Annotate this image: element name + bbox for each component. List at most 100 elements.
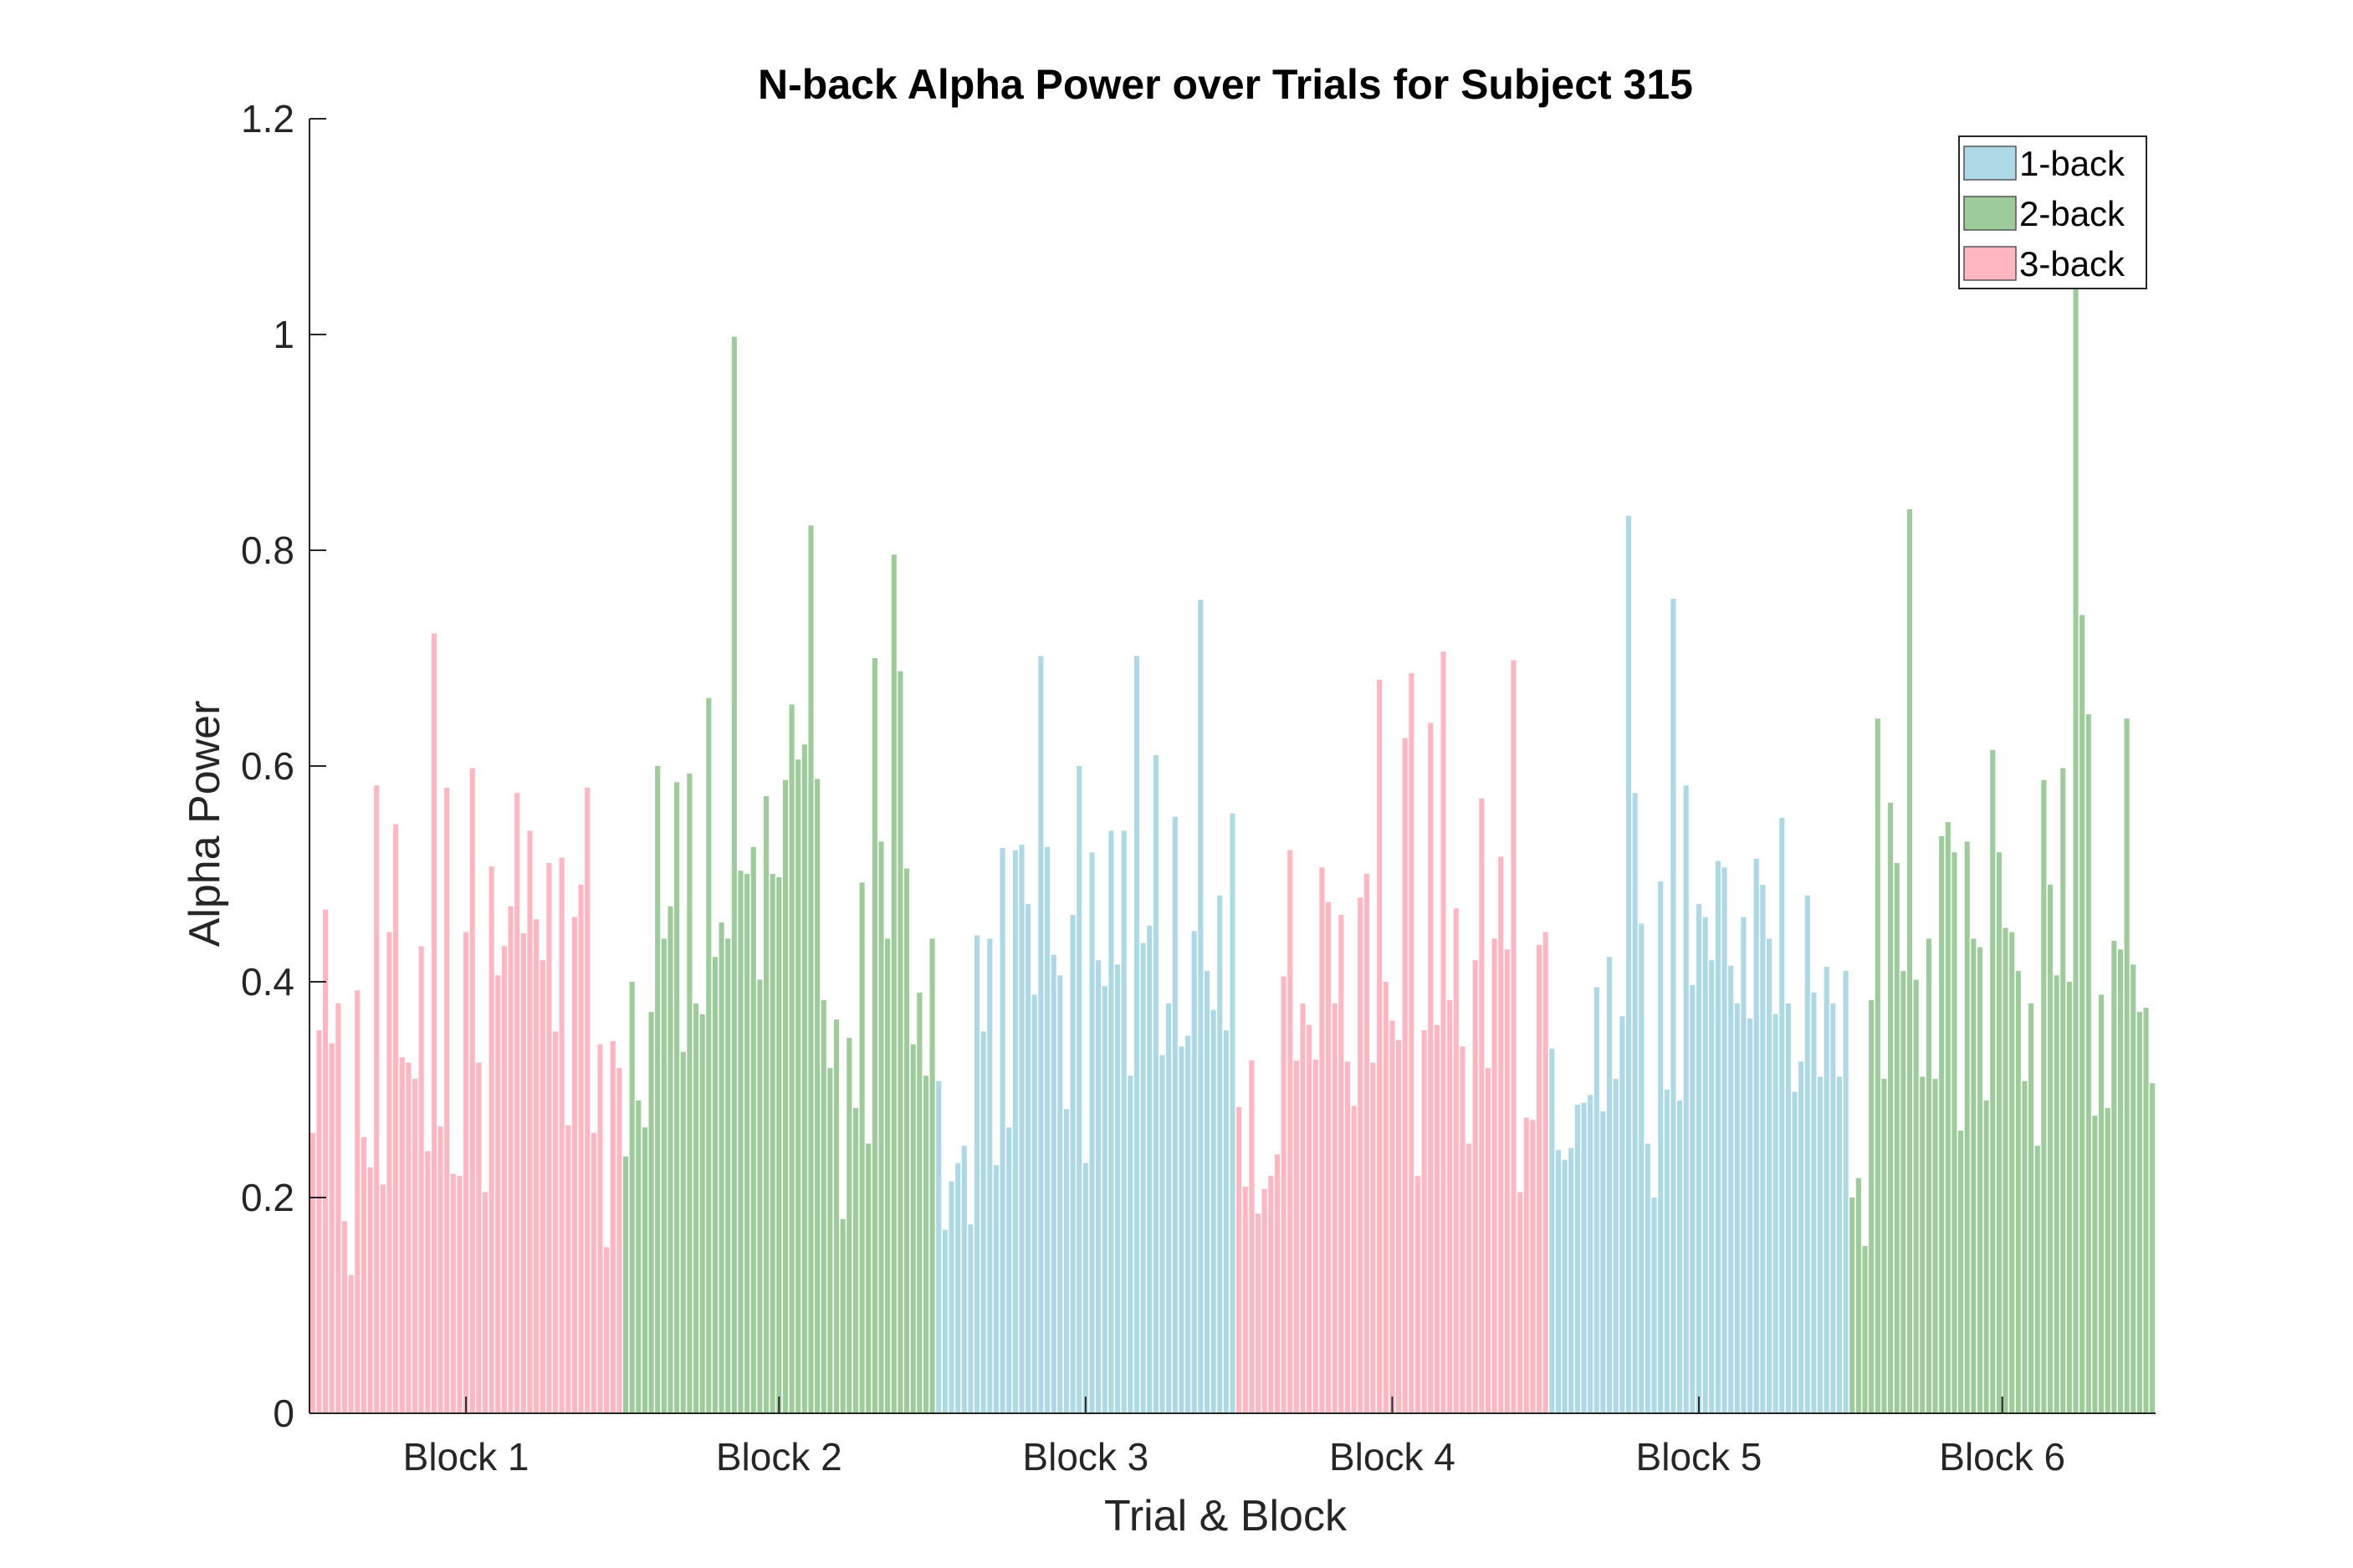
bar-block3-trial4 [955, 1162, 961, 1413]
bar-block3-trial45 [1217, 895, 1223, 1413]
bar-block3-trial34 [1147, 925, 1153, 1413]
y-tick-label: 1.2 [241, 97, 294, 140]
bar-block4-trial39 [1479, 798, 1485, 1413]
bar-block5-trial36 [1772, 1014, 1778, 1413]
bar-block5-trial20 [1670, 599, 1676, 1413]
bar-block5-trial10 [1607, 957, 1613, 1413]
bar-block6-trial10 [1906, 508, 1913, 1413]
bar-block4-trial21 [1363, 874, 1369, 1413]
bar-block1-trial15 [399, 1057, 405, 1413]
bar-block1-trial47 [604, 1247, 610, 1413]
legend-swatch-2-back [1963, 196, 2017, 231]
bar-block4-trial23 [1377, 679, 1383, 1413]
bar-block5-trial13 [1625, 515, 1632, 1413]
bar-block5-trial18 [1658, 881, 1664, 1413]
bar-block5-trial11 [1613, 1079, 1619, 1413]
bar-block6-trial24 [1996, 852, 2002, 1413]
bar-block3-trial46 [1223, 1030, 1229, 1413]
bar-block6-trial17 [1951, 852, 1957, 1413]
bar-block3-trial9 [987, 938, 993, 1413]
bar-block6-trial21 [1977, 947, 1983, 1413]
bar-block1-trial35 [527, 830, 533, 1413]
bar-block2-trial36 [847, 1038, 852, 1413]
bar-block5-trial12 [1619, 1016, 1625, 1413]
bar-block6-trial33 [2054, 975, 2059, 1413]
bar-block2-trial17 [725, 938, 731, 1413]
legend-swatch-3-back [1963, 246, 2017, 281]
bar-block1-trial14 [393, 824, 399, 1413]
bar-block4-trial31 [1428, 723, 1434, 1413]
bar-block1-trial11 [374, 785, 380, 1413]
bar-block6-trial40 [2099, 994, 2105, 1413]
bar-block4-trial34 [1447, 999, 1453, 1413]
bar-block6-trial3 [1862, 1246, 1868, 1413]
bar-block3-trial11 [1000, 848, 1005, 1413]
bar-block6-trial30 [2034, 1146, 2040, 1413]
bar-block2-trial14 [706, 697, 712, 1413]
bar-block2-trial10 [680, 1051, 686, 1413]
bar-block6-trial29 [2028, 1003, 2034, 1413]
bar-block2-trial42 [885, 938, 891, 1413]
bar-block3-trial16 [1031, 994, 1037, 1413]
x-tick-label-block-6: Block 6 [1939, 1435, 2065, 1479]
bar-block4-trial40 [1485, 1068, 1491, 1413]
bar-block6-trial16 [1945, 822, 1951, 1413]
bar-block1-trial45 [591, 1132, 596, 1413]
bar-block6-trial23 [1990, 749, 1996, 1413]
x-axis-ticks: Block 1 Block 2 Block 3 Block 4 Block 5 Block… [403, 1397, 2065, 1479]
bar-block3-trial43 [1204, 971, 1210, 1413]
bar-block6-trial2 [1855, 1177, 1861, 1413]
bar-block3-trial47 [1230, 813, 1235, 1413]
bar-block4-trial11 [1300, 1003, 1306, 1413]
bar-block6-trial31 [2041, 779, 2047, 1413]
bar-block2-trial13 [699, 1014, 705, 1413]
bar-block1-trial19 [425, 1151, 431, 1413]
x-tick-label-block-2: Block 2 [716, 1435, 842, 1479]
bar-block1-trial5 [335, 1003, 341, 1413]
bar-block3-trial17 [1038, 656, 1044, 1413]
bar-block2-trial9 [674, 782, 680, 1413]
bar-block4-trial15 [1326, 901, 1332, 1413]
bar-block3-trial40 [1184, 1035, 1191, 1413]
bar-block1-trial38 [546, 863, 552, 1413]
bar-block4-trial30 [1421, 1030, 1427, 1413]
bar-block2-trial31 [815, 779, 821, 1413]
bar-block6-trial41 [2105, 1107, 2110, 1413]
bar-block2-trial6 [655, 766, 661, 1413]
bar-block3-trial14 [1019, 845, 1025, 1413]
bar-block5-trial14 [1632, 793, 1638, 1413]
legend-label-3-back: 3-back [2019, 244, 2125, 283]
bar-block5-trial22 [1683, 785, 1689, 1413]
bar-block6-trial5 [1875, 718, 1880, 1413]
bar-block1-trial22 [444, 787, 450, 1413]
bar-block4-trial29 [1414, 1176, 1421, 1413]
bar-block3-trial27 [1102, 986, 1107, 1413]
bar-block1-trial44 [585, 787, 591, 1413]
bar-block5-trial1 [1549, 1048, 1555, 1413]
bar-block6-trial39 [2092, 1115, 2098, 1413]
bar-block6-trial36 [2073, 285, 2079, 1414]
bar-block2-trial48 [923, 1075, 928, 1413]
bar-block3-trial20 [1057, 975, 1063, 1413]
bar-block1-trial28 [482, 1192, 489, 1413]
bar-block5-trial38 [1785, 1003, 1791, 1413]
bar-block4-trial5 [1261, 1188, 1267, 1413]
y-tick-label: 1 [273, 313, 294, 356]
bar-block1-trial37 [540, 960, 545, 1413]
bar-block4-trial10 [1293, 1060, 1299, 1413]
bar-block5-trial47 [1843, 971, 1849, 1413]
bar-block4-trial4 [1255, 1213, 1261, 1413]
bar-block1-trial13 [386, 932, 392, 1413]
bar-block2-trial2 [629, 982, 635, 1413]
x-axis-label: Trial & Block [1104, 1492, 1348, 1540]
bar-block6-trial13 [1926, 938, 1931, 1413]
bar-block4-trial46 [1523, 1117, 1529, 1413]
bar-block1-trial24 [457, 1176, 463, 1413]
bar-block4-trial35 [1453, 908, 1459, 1413]
bar-block3-trial41 [1191, 931, 1197, 1413]
bar-block5-trial21 [1677, 1100, 1683, 1413]
bar-block6-trial19 [1964, 841, 1970, 1413]
bar-block4-trial45 [1517, 1192, 1523, 1413]
bar-block6-trial20 [1971, 938, 1977, 1413]
bar-block2-trial40 [872, 658, 877, 1413]
